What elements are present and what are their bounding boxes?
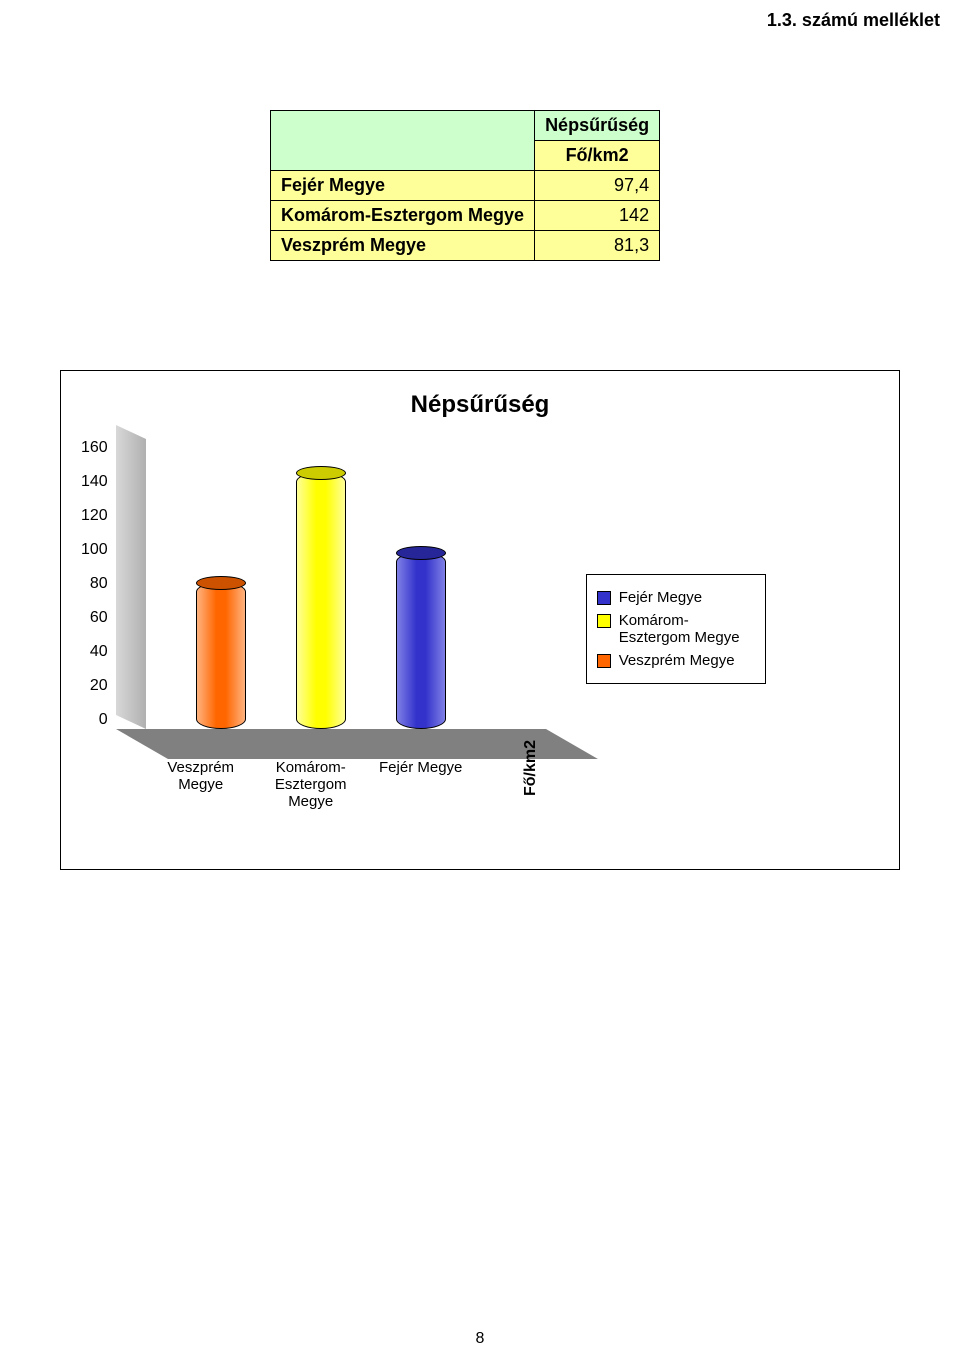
legend-swatch xyxy=(597,614,611,628)
density-chart: Népsűrűség 160 140 120 100 80 60 40 20 0… xyxy=(60,370,900,870)
plot-wrap: Veszprém MegyeKomárom-EsztergomMegyeFejé… xyxy=(116,439,556,819)
row-label: Fejér Megye xyxy=(271,171,535,201)
row-value: 142 xyxy=(535,201,660,231)
ytick: 80 xyxy=(90,575,108,593)
ytick: 0 xyxy=(99,711,108,729)
x-axis-unit: Fő/km2 xyxy=(476,759,586,810)
ytick: 120 xyxy=(81,507,108,525)
table-row: Fejér Megye 97,4 xyxy=(271,171,660,201)
chart-legend: Fejér Megye Komárom-Esztergom Megye Veszpr… xyxy=(586,574,766,684)
chart-bar xyxy=(196,582,246,729)
legend-swatch xyxy=(597,654,611,668)
ytick: 20 xyxy=(90,677,108,695)
ytick: 100 xyxy=(81,541,108,559)
legend-item: Fejér Megye xyxy=(597,589,755,606)
row-value: 97,4 xyxy=(535,171,660,201)
x-axis: Veszprém MegyeKomárom-EsztergomMegyeFejé… xyxy=(146,759,586,810)
row-label: Veszprém Megye xyxy=(271,231,535,261)
x-category-label: Veszprém Megye xyxy=(146,759,256,810)
y-axis: 160 140 120 100 80 60 40 20 0 xyxy=(81,439,116,729)
table-header-blank xyxy=(271,111,535,141)
side-wall xyxy=(116,425,146,729)
legend-swatch xyxy=(597,591,611,605)
table-header-unit: Fő/km2 xyxy=(535,141,660,171)
x-category-label: Komárom-EsztergomMegye xyxy=(256,759,366,810)
legend-label: Fejér Megye xyxy=(619,589,702,606)
table-header-blank2 xyxy=(271,141,535,171)
row-label: Komárom-Esztergom Megye xyxy=(271,201,535,231)
page-number: 8 xyxy=(0,1330,960,1348)
row-value: 81,3 xyxy=(535,231,660,261)
legend-item: Komárom-Esztergom Megye xyxy=(597,612,755,646)
legend-label: Komárom-Esztergom Megye xyxy=(619,612,740,646)
x-category-label: Fejér Megye xyxy=(366,759,476,810)
plot-area xyxy=(146,439,546,729)
chart-bar xyxy=(396,552,446,729)
page-header: 1.3. számú melléklet xyxy=(767,10,940,31)
chart-title: Népsűrűség xyxy=(81,391,879,419)
table-row: Komárom-Esztergom Megye 142 xyxy=(271,201,660,231)
ytick: 160 xyxy=(81,439,108,457)
legend-label: Veszprém Megye xyxy=(619,652,735,669)
table-header-title: Népsűrűség xyxy=(535,111,660,141)
legend-item: Veszprém Megye xyxy=(597,652,755,669)
density-table: Népsűrűség Fő/km2 Fejér Megye 97,4 Komár… xyxy=(270,110,660,261)
ytick: 40 xyxy=(90,643,108,661)
ytick: 60 xyxy=(90,609,108,627)
chart-bar xyxy=(296,472,346,729)
plot-3d xyxy=(116,439,556,729)
table-row: Veszprém Megye 81,3 xyxy=(271,231,660,261)
ytick: 140 xyxy=(81,473,108,491)
